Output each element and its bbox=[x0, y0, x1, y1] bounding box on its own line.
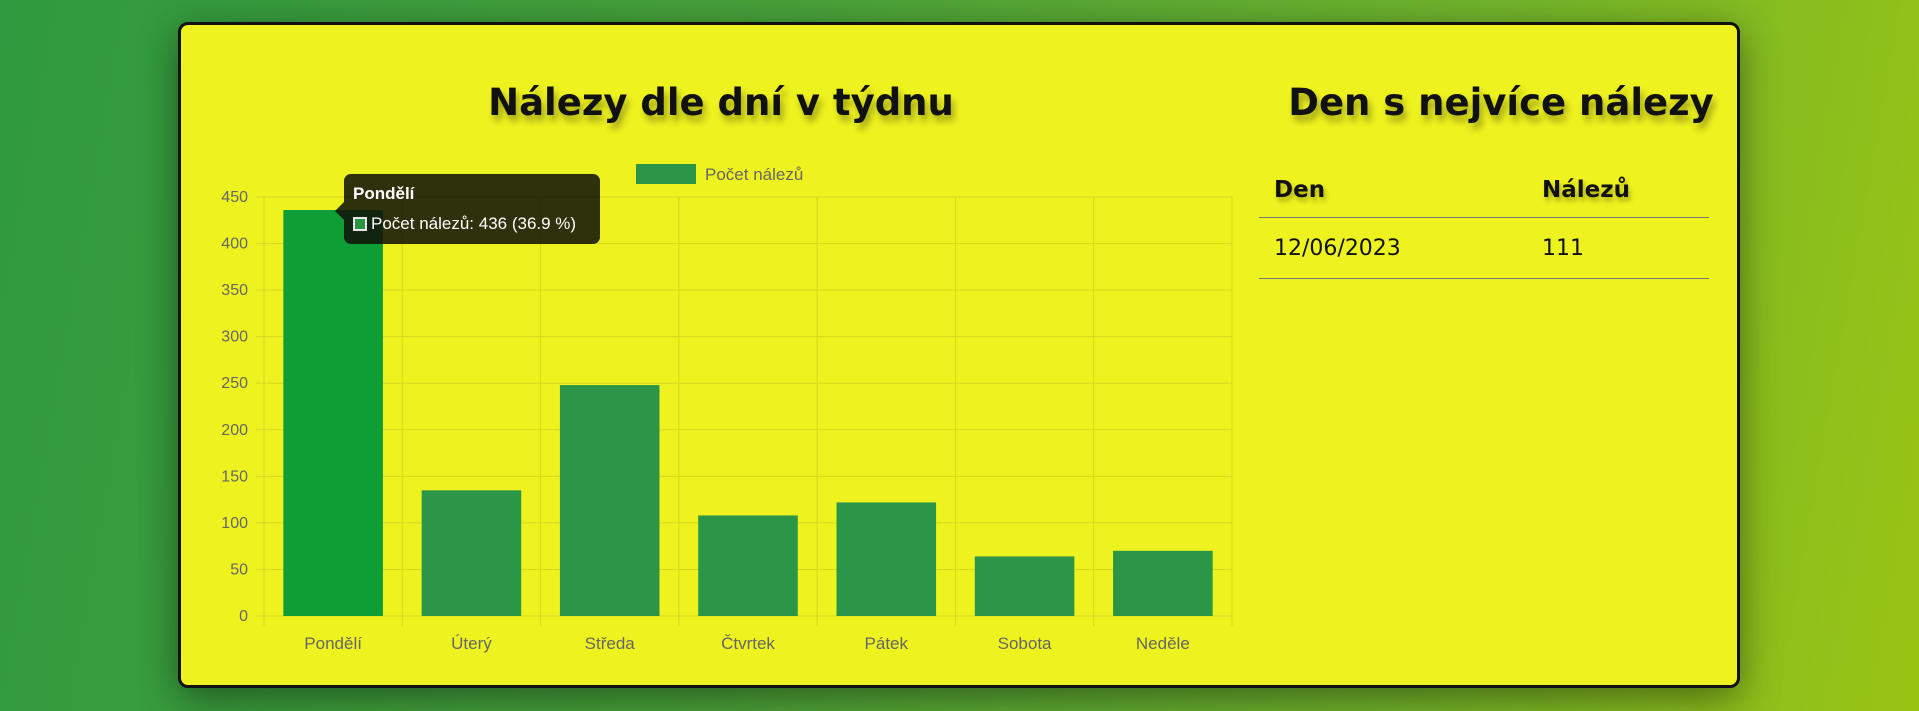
x-tick-label: Pátek bbox=[865, 634, 909, 653]
dashboard-card: Nálezy dle dní v týdnu Den s nejvíce nál… bbox=[178, 22, 1740, 688]
tooltip-label: Počet nálezů: 436 (36.9 %) bbox=[371, 214, 577, 233]
tooltip-color-swatch bbox=[353, 217, 367, 231]
x-tick-label: Pondělí bbox=[304, 634, 362, 653]
bar-4[interactable] bbox=[698, 515, 798, 616]
table-header-row: Den Nálezů bbox=[1259, 162, 1709, 218]
x-tick-label: Středa bbox=[585, 634, 636, 653]
y-tick-label: 150 bbox=[221, 468, 248, 485]
bar-6[interactable] bbox=[974, 556, 1075, 616]
tooltip-body: Počet nálezů: 436 (36.9 %) bbox=[353, 214, 576, 234]
x-tick-label: Úterý bbox=[451, 634, 492, 653]
y-tick-label: 400 bbox=[221, 236, 248, 253]
x-tick-label: Sobota bbox=[998, 634, 1052, 653]
bar-chart[interactable]: 0 50 100 150 200 250 300 350 400 450 Pondělí Úterý S… bbox=[181, 25, 1261, 691]
x-tick-label: Čtvrtek bbox=[721, 634, 775, 653]
y-tick-label: 200 bbox=[221, 422, 248, 439]
legend-label[interactable]: Počet nálezů bbox=[705, 165, 803, 184]
y-tick-label: 50 bbox=[230, 561, 248, 578]
x-tick-label: Neděle bbox=[1136, 634, 1190, 653]
header-day: Den bbox=[1259, 162, 1527, 218]
y-tick-label: 250 bbox=[221, 375, 248, 392]
bar-1[interactable] bbox=[283, 210, 383, 616]
table-row: 12/06/2023 111 bbox=[1259, 217, 1709, 279]
chart-tooltip: Pondělí Počet nálezů: 436 (36.9 %) bbox=[335, 174, 600, 244]
chart-title: Nálezy dle dní v týdnu bbox=[488, 81, 954, 124]
tooltip-title: Pondělí bbox=[353, 184, 415, 203]
header-count: Nálezů bbox=[1527, 162, 1709, 218]
y-tick-label: 100 bbox=[221, 515, 248, 532]
top-day-table: Den Nálezů 12/06/2023 111 bbox=[1259, 162, 1709, 279]
bar-2[interactable] bbox=[421, 490, 522, 616]
bar-7[interactable] bbox=[1113, 550, 1213, 616]
bar-5[interactable] bbox=[836, 502, 937, 616]
cell-count: 111 bbox=[1527, 217, 1709, 279]
table-title: Den s nejvíce nálezy bbox=[1288, 81, 1714, 124]
y-tick-label: 300 bbox=[221, 329, 248, 346]
bar-3[interactable] bbox=[559, 385, 660, 616]
legend-swatch[interactable] bbox=[636, 164, 696, 184]
cell-day: 12/06/2023 bbox=[1259, 217, 1527, 279]
y-tick-label: 350 bbox=[221, 282, 248, 299]
y-tick-label: 0 bbox=[239, 608, 248, 625]
y-tick-label: 450 bbox=[221, 189, 248, 206]
